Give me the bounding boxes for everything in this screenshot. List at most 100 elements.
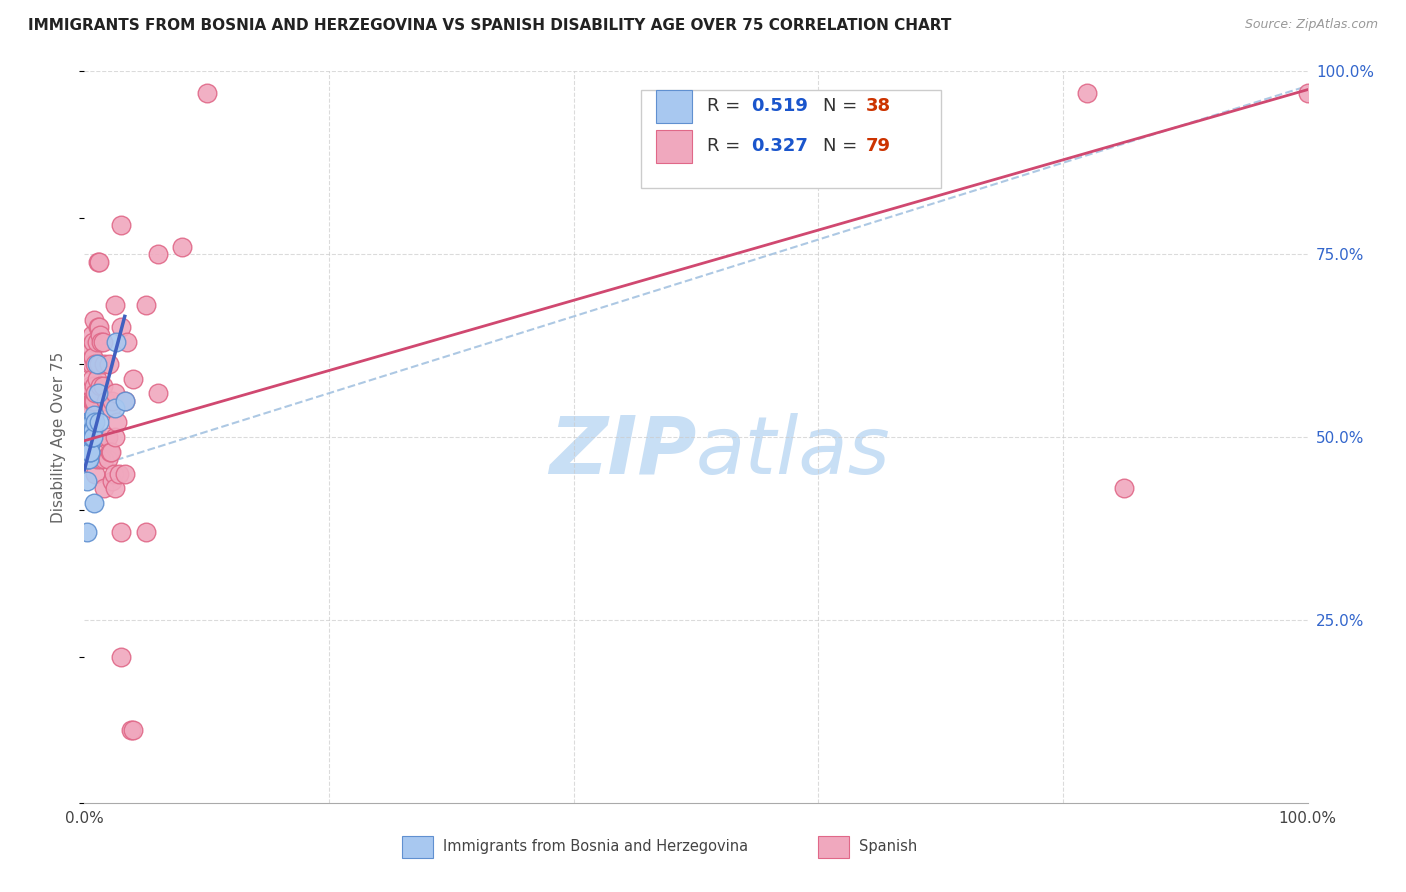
FancyBboxPatch shape (818, 836, 849, 858)
Point (135, 298, 157, 312)
Point (97, 430, 120, 444)
Point (76, 416, 98, 430)
Point (84, 416, 107, 430)
Point (87, 386, 110, 401)
Point (80, 423, 103, 437)
Point (80, 430, 103, 444)
Text: atlas: atlas (696, 413, 891, 491)
Point (79, 416, 101, 430)
Point (84, 386, 107, 401)
Point (107, 467, 129, 481)
Point (82, 416, 104, 430)
Point (103, 467, 125, 481)
Point (93, 481, 115, 495)
Point (89, 379, 111, 393)
Point (122, 371, 145, 385)
Text: R =: R = (707, 137, 747, 155)
Point (93, 452, 115, 467)
Point (195, 87, 218, 101)
Point (79, 430, 101, 444)
Text: R =: R = (707, 97, 747, 115)
Point (1296, 87, 1319, 101)
Point (82, 423, 104, 437)
Point (79, 430, 101, 444)
Point (79, 437, 101, 451)
Point (79, 430, 101, 444)
Point (82, 430, 104, 444)
Point (82, 393, 104, 408)
Point (104, 481, 127, 495)
Point (120, 723, 142, 737)
Point (86, 430, 108, 444)
Point (77, 430, 100, 444)
Point (96, 393, 118, 408)
Point (91, 334, 114, 349)
Point (86, 452, 108, 467)
Point (90, 452, 112, 467)
Point (110, 320, 132, 334)
Point (79, 379, 101, 393)
Point (80, 371, 103, 385)
Point (101, 393, 124, 408)
Point (79, 423, 101, 437)
Point (77, 444, 100, 458)
Point (135, 525, 157, 540)
Point (86, 357, 108, 371)
Point (79, 401, 101, 415)
Text: Source: ZipAtlas.com: Source: ZipAtlas.com (1244, 18, 1378, 31)
Text: 0.519: 0.519 (751, 97, 808, 115)
Point (90, 334, 112, 349)
Point (82, 334, 104, 349)
Text: Immigrants from Bosnia and Herzegovina: Immigrants from Bosnia and Herzegovina (443, 839, 748, 855)
Point (105, 416, 128, 430)
Point (77, 430, 100, 444)
Point (80, 393, 103, 408)
Point (77, 452, 100, 467)
Point (83, 496, 105, 510)
Point (76, 525, 98, 540)
Point (84, 357, 107, 371)
Point (84, 467, 107, 481)
Point (79, 393, 101, 408)
Text: ZIP: ZIP (548, 413, 696, 491)
Point (77, 423, 100, 437)
Point (77, 452, 100, 467)
Y-axis label: Disability Age Over 75: Disability Age Over 75 (51, 351, 66, 523)
Point (77, 444, 100, 458)
Point (83, 379, 105, 393)
Point (110, 218, 132, 232)
Point (77, 430, 100, 444)
Point (101, 474, 124, 488)
Point (77, 452, 100, 467)
Point (79, 444, 101, 458)
Point (87, 357, 110, 371)
Point (104, 298, 127, 312)
Point (172, 240, 194, 254)
Point (80, 327, 103, 342)
Point (77, 444, 100, 458)
Text: N =: N = (823, 97, 863, 115)
Point (110, 649, 132, 664)
Text: 0.327: 0.327 (751, 137, 808, 155)
Point (80, 343, 103, 357)
FancyBboxPatch shape (655, 90, 692, 122)
Point (146, 386, 169, 401)
Point (98, 444, 121, 458)
Point (80, 416, 103, 430)
FancyBboxPatch shape (655, 130, 692, 163)
Point (100, 401, 122, 415)
Point (114, 467, 136, 481)
Point (104, 401, 127, 415)
Text: Spanish: Spanish (859, 839, 917, 855)
Text: N =: N = (823, 137, 863, 155)
Point (80, 430, 103, 444)
Point (83, 430, 105, 444)
Point (86, 334, 108, 349)
Point (87, 254, 110, 268)
FancyBboxPatch shape (402, 836, 433, 858)
Point (79, 444, 101, 458)
Text: 38: 38 (866, 97, 891, 115)
Point (87, 320, 110, 334)
FancyBboxPatch shape (641, 90, 941, 188)
Point (105, 334, 128, 349)
